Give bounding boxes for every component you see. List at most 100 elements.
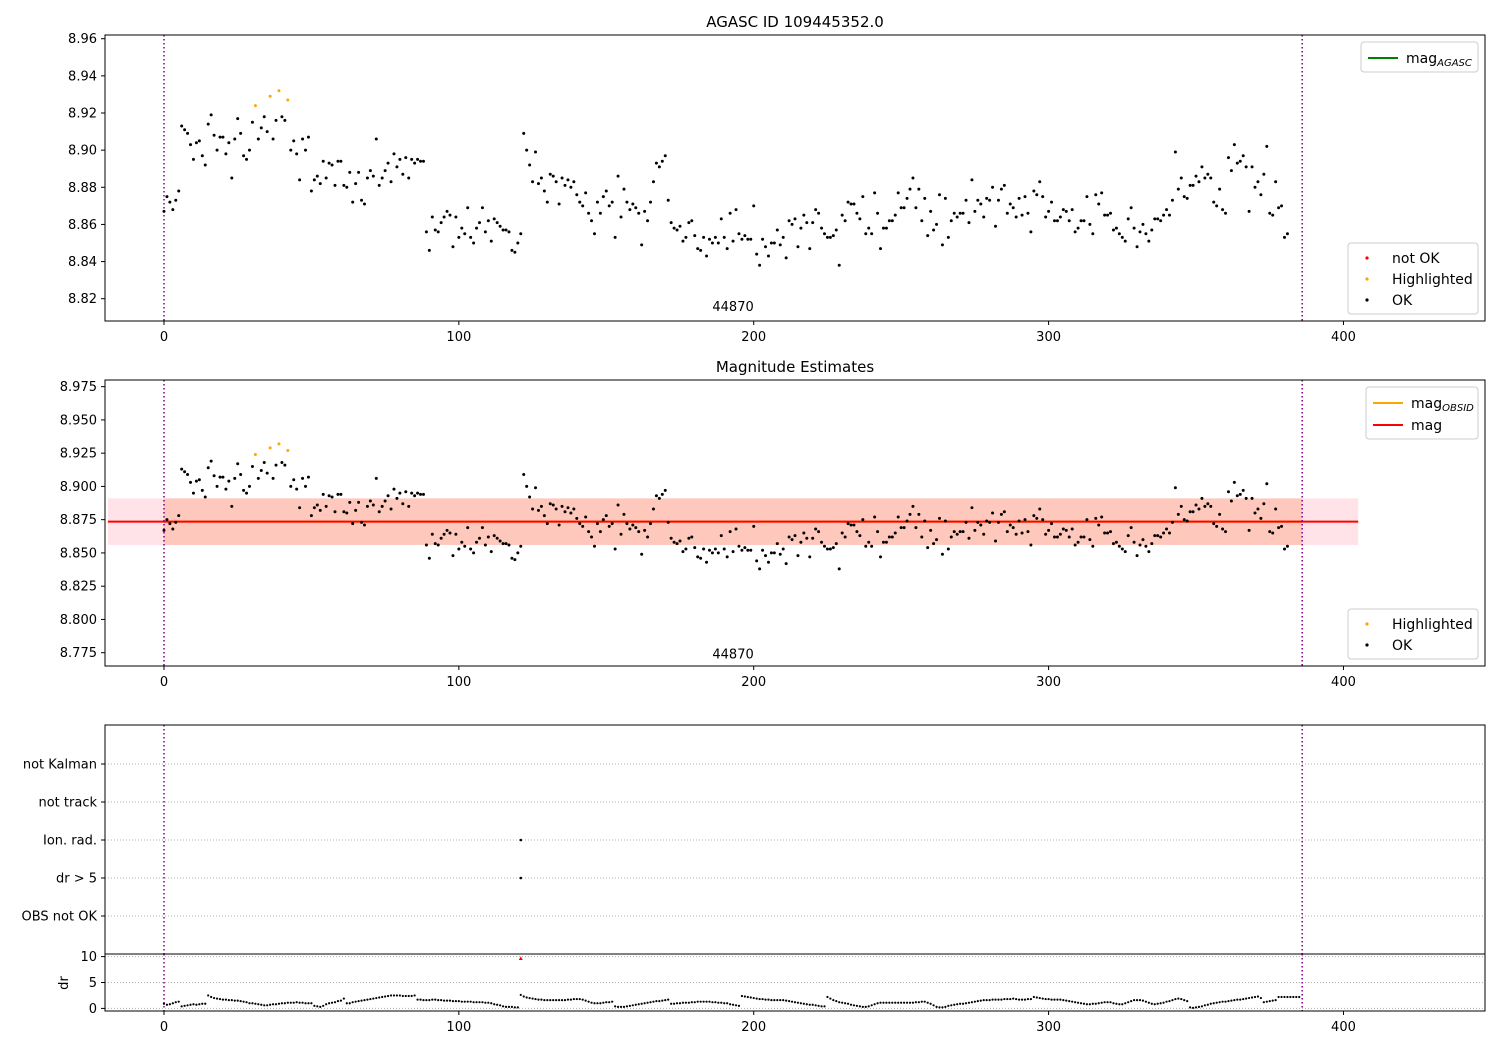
panel1-data-point: [1173, 150, 1177, 154]
panel2-data-point: [796, 554, 800, 558]
panel4-dr-point: [1150, 1002, 1153, 1005]
panel4-ytick-label: 0: [89, 1002, 97, 1017]
panel2-data-point: [696, 555, 700, 559]
panel1-data-point: [764, 245, 768, 249]
panel1-data-point: [858, 217, 862, 221]
panel1-data-point: [946, 235, 950, 239]
panel4-dr-point: [224, 998, 227, 1001]
panel4-dr-point: [555, 999, 558, 1002]
panel2-data-point: [342, 510, 346, 514]
panel2-data-point: [1100, 515, 1104, 519]
panel1-data-point: [1076, 226, 1080, 230]
panel2-data-point: [304, 484, 308, 488]
panel4-dr-point: [941, 1006, 944, 1009]
panel4-dr-point: [316, 1005, 319, 1008]
panel3-flag-point: [519, 838, 523, 842]
panel2-data-point: [814, 527, 818, 531]
panel2-data-point: [790, 538, 794, 542]
panel1-data-point: [887, 219, 891, 223]
panel4-dr-point: [1189, 1006, 1192, 1009]
panel1-data-point: [177, 189, 181, 193]
panel1-data-point: [536, 182, 540, 186]
panel2-data-point: [466, 526, 470, 530]
panel4-dr-point: [360, 999, 363, 1002]
panel1-data-point: [1020, 213, 1024, 217]
panel4-dr-point: [846, 1002, 850, 1005]
panel4-dr-point: [1286, 995, 1289, 999]
panel2-data-point: [590, 535, 594, 539]
panel4-dr-point: [201, 1002, 204, 1005]
panel4-dr-point: [1082, 1002, 1086, 1005]
panel1-data-point: [902, 206, 906, 210]
panel1-data-point: [734, 208, 738, 212]
panel1-data-point: [433, 228, 437, 232]
panel2-data-point: [1209, 504, 1213, 508]
panel4-dr-point: [923, 1000, 926, 1003]
panel3-category-label: OBS not OK: [22, 910, 98, 925]
panel4-dr-point: [204, 1002, 207, 1005]
panel2-data-point: [183, 470, 187, 474]
panel2-data-point: [501, 542, 505, 546]
panel4-dr-point: [487, 1001, 490, 1004]
panel1-data-point: [822, 232, 826, 236]
panel4-dr-point: [696, 1000, 699, 1003]
panel1-data-point: [949, 219, 953, 223]
panel4-dr-point: [549, 999, 552, 1002]
panel4-dr-point: [631, 1004, 634, 1007]
panel2-data-point: [734, 527, 738, 531]
panel4-dr-point: [531, 997, 534, 1000]
panel4-dr-point: [260, 1003, 263, 1006]
panel1-data-point: [480, 206, 484, 210]
panel2-data-point: [1274, 507, 1278, 511]
panel4-dr-point: [180, 1005, 183, 1008]
panel2-data-point: [837, 567, 841, 571]
panel2-data-point: [1035, 516, 1039, 520]
panel1-data-point: [259, 126, 263, 130]
panel1-data-point: [510, 248, 514, 252]
panel2-data-point: [778, 552, 782, 556]
panel4-dr-point: [717, 1001, 720, 1004]
panel2-data-point: [245, 491, 249, 495]
panel2-data-point: [716, 551, 720, 555]
panel2-data-point: [516, 551, 520, 555]
panel4-dr-point: [280, 1002, 284, 1005]
panel1-data-point: [365, 176, 369, 180]
panel1-data-point: [572, 180, 576, 184]
panel2-data-point: [283, 463, 287, 467]
panel2-data-point: [416, 491, 420, 495]
panel4-dr-point: [655, 1000, 658, 1003]
panel2-data-point: [1265, 482, 1269, 486]
panel4-dr-point: [1112, 1002, 1115, 1005]
panel4-dr-point: [484, 1001, 487, 1004]
panel1-data-point: [525, 148, 529, 152]
panel4-dr-point: [274, 1003, 278, 1006]
panel4-ytick-label: 10: [80, 950, 97, 965]
panel2-data-point: [649, 522, 653, 526]
panel1-legend-point-swatch: [1365, 277, 1369, 281]
panel1-data-point: [728, 211, 732, 215]
panel2-data-point: [513, 558, 517, 562]
panel4-dr-point: [283, 1002, 286, 1005]
panel2-data-point: [876, 530, 880, 534]
panel1-data-point: [849, 202, 853, 206]
panel2-data-point: [339, 492, 343, 496]
panel2-data-point: [1241, 488, 1245, 492]
panel1-data-point: [239, 131, 243, 135]
panel1-data-point: [976, 198, 980, 202]
panel4-dr-point: [776, 999, 779, 1002]
panel4-xtick-label: 400: [1331, 1020, 1356, 1035]
panel1-data-point: [283, 118, 287, 122]
panel2-data-point: [472, 551, 476, 555]
panel4-dr-point: [162, 1002, 166, 1005]
panel1-data-point: [1224, 211, 1228, 215]
panel4-dr-point: [805, 1003, 808, 1006]
panel2-data-point: [1047, 528, 1051, 532]
panel4-dr-point: [522, 995, 525, 998]
panel4-dr-point: [1265, 1000, 1268, 1003]
panel1-data-point: [994, 224, 998, 228]
panel4-dr-point: [950, 1004, 953, 1007]
panel2-data-point: [1185, 519, 1189, 523]
panel1-data-point: [1055, 219, 1059, 223]
panel4-dr-point: [590, 1001, 593, 1004]
panel4-dr-point: [366, 998, 369, 1001]
